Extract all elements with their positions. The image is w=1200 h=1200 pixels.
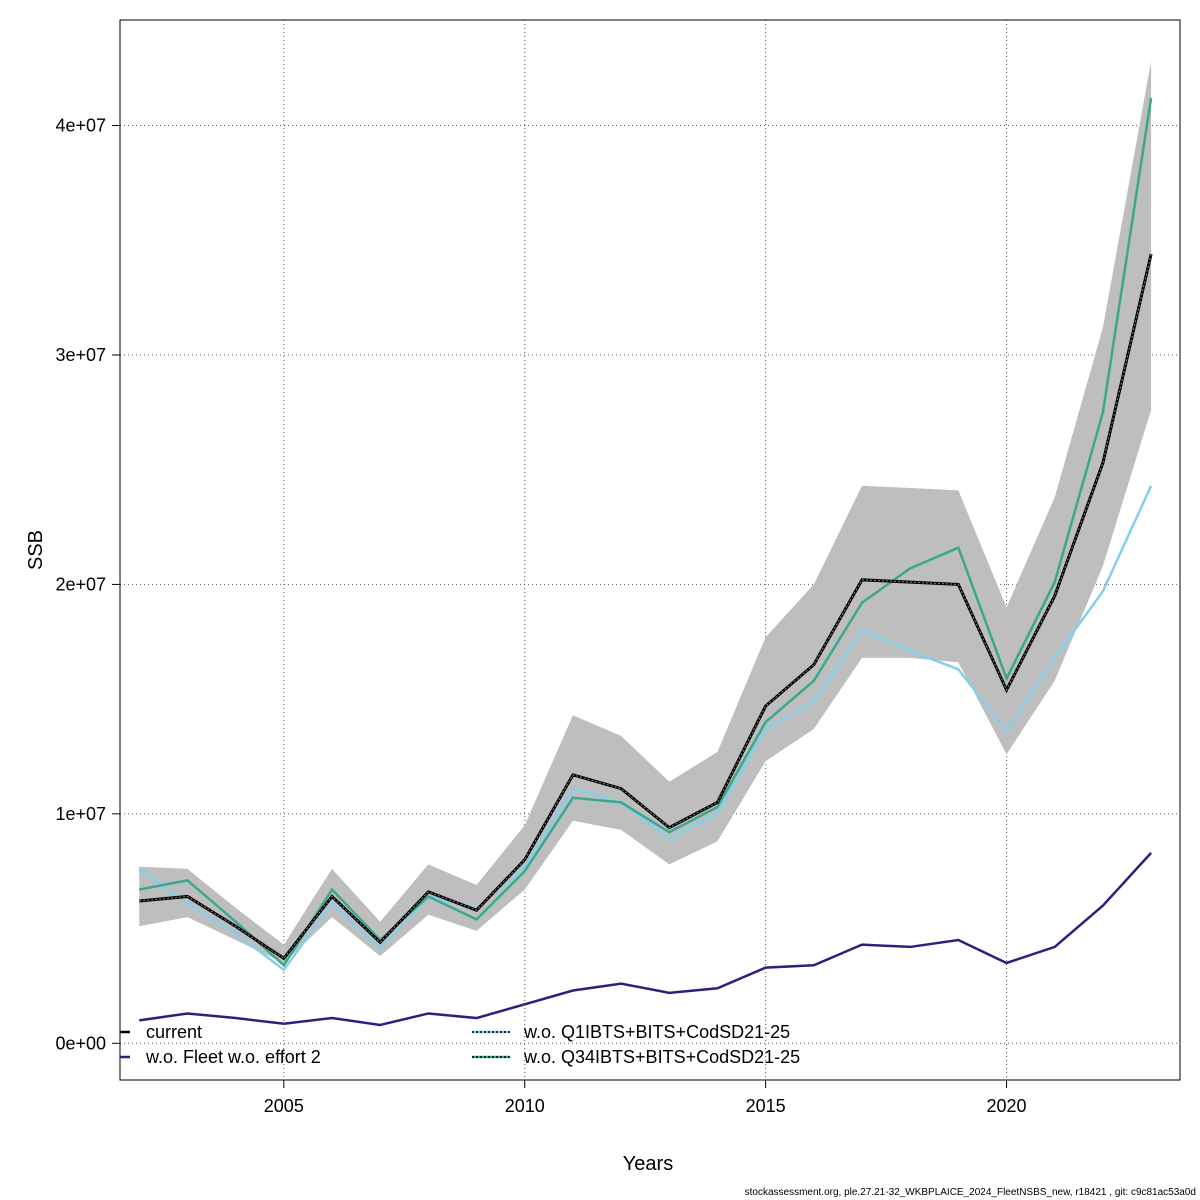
legend-label: w.o. Fleet w.o. effort 2 — [145, 1047, 321, 1067]
series-lines — [138, 97, 1153, 1027]
x-tick-label: 2020 — [987, 1096, 1027, 1116]
grid — [120, 20, 1180, 1080]
confidence-band-area — [139, 61, 1152, 963]
x-axis: 2005 2010 2015 2020 — [264, 1080, 1027, 1116]
legend-label: current — [146, 1022, 202, 1042]
x-tick-label: 2005 — [264, 1096, 304, 1116]
x-tick-label: 2015 — [746, 1096, 786, 1116]
y-tick-label: 2e+07 — [55, 574, 106, 594]
x-tick-label: 2010 — [505, 1096, 545, 1116]
y-axis: 0e+00 1e+07 2e+07 3e+07 4e+07 — [55, 116, 120, 1053]
y-tick-label: 0e+00 — [55, 1033, 106, 1053]
confidence-band — [139, 61, 1152, 963]
y-tick-label: 3e+07 — [55, 345, 106, 365]
y-tick-label: 4e+07 — [55, 116, 106, 136]
plot-frame — [119, 19, 1181, 1081]
x-axis-title: Years — [623, 1153, 673, 1175]
y-tick-label: 1e+07 — [55, 804, 106, 824]
legend: current w.o. Fleet w.o. effort 2 w.o. Q1IB… — [120, 1022, 800, 1067]
legend-label: w.o. Q1IBTS+BITS+CodSD21-25 — [523, 1022, 790, 1042]
series-line-1 — [139, 852, 1153, 1027]
y-axis-title: SSB — [25, 530, 47, 570]
series-line-2 — [138, 485, 1153, 972]
footer-caption: stockassessment.org, ple.27.21-32_WKBPLA… — [744, 1187, 1196, 1198]
legend-label: w.o. Q34IBTS+BITS+CodSD21-25 — [523, 1047, 800, 1067]
series-line-current-dash — [139, 253, 1152, 960]
